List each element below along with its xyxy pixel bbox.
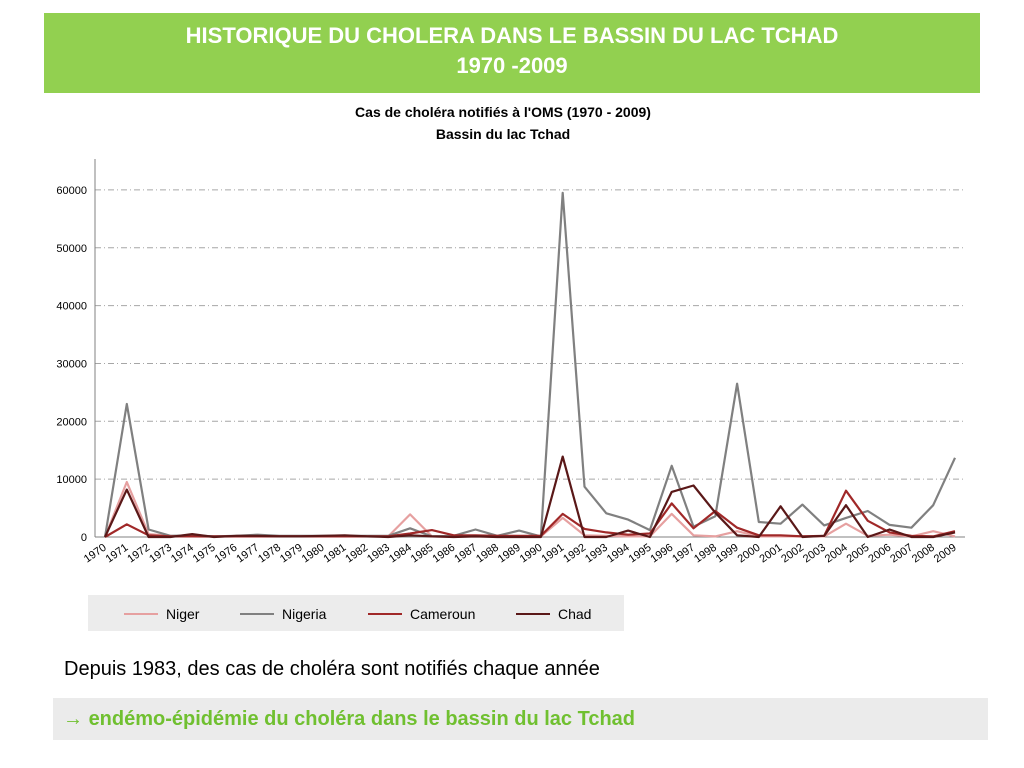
cholera-line-chart: Cas de choléra notifiés à l'OMS (1970 - … (56, 104, 965, 566)
y-tick-label: 50000 (56, 243, 87, 255)
x-tick-label: 1970 (82, 542, 109, 566)
x-tick-label: 1976 (213, 542, 240, 566)
x-tick-label: 1993 (583, 542, 610, 566)
legend-swatch (516, 613, 550, 615)
conclusion-text: endémo-épidémie du choléra dans le bassi… (88, 708, 635, 730)
x-tick-label: 1986 (430, 542, 457, 566)
y-tick-label: 0 (81, 532, 87, 544)
x-tick-label: 1985 (409, 542, 436, 566)
x-tick-label: 1972 (125, 542, 152, 566)
y-tick-label: 10000 (56, 474, 87, 486)
x-tick-label: 1973 (147, 542, 174, 566)
x-tick-label: 1975 (191, 542, 218, 566)
x-tick-label: 1971 (104, 542, 131, 566)
x-tick-label: 1984 (387, 542, 414, 566)
conclusion-box: → endémo-épidémie du choléra dans le bas… (53, 698, 988, 740)
x-tick-label: 1983 (365, 542, 392, 566)
x-tick-label: 1997 (670, 542, 697, 566)
chart-title: Cas de choléra notifiés à l'OMS (1970 - … (355, 104, 651, 120)
legend-label: Cameroun (410, 606, 476, 622)
x-tick-label: 1990 (518, 542, 545, 566)
x-tick-label: 1998 (692, 542, 719, 566)
legend-item-chad: Chad (516, 606, 591, 622)
y-tick-label: 40000 (56, 301, 87, 313)
x-tick-label: 1988 (474, 542, 501, 566)
x-tick-label: 1995 (627, 542, 654, 566)
arrow-icon: → (63, 708, 83, 730)
x-tick-label: 2005 (845, 542, 872, 566)
x-tick-label: 2009 (932, 542, 959, 566)
title-line-2: 1970 -2009 (456, 53, 568, 78)
legend-item-niger: Niger (124, 606, 199, 622)
body-text: Depuis 1983, des cas de choléra sont not… (64, 658, 600, 680)
x-tick-label: 1974 (169, 542, 196, 566)
title-banner: HISTORIQUE DU CHOLERA DANS LE BASSIN DU … (44, 13, 980, 93)
legend-label: Nigeria (282, 606, 327, 622)
x-tick-label: 1991 (539, 542, 566, 566)
x-tick-label: 2000 (736, 542, 763, 566)
x-tick-label: 1977 (234, 542, 261, 566)
y-tick-label: 20000 (56, 416, 87, 428)
x-tick-label: 1999 (714, 542, 741, 566)
x-tick-label: 2007 (888, 542, 915, 566)
legend-item-cameroun: Cameroun (368, 606, 475, 622)
x-tick-label: 1981 (322, 542, 349, 566)
x-tick-label: 1979 (278, 542, 305, 566)
legend-swatch (240, 613, 274, 615)
x-tick-label: 1987 (452, 542, 479, 566)
x-tick-label: 1980 (300, 542, 327, 566)
y-tick-label: 60000 (56, 185, 87, 197)
chart-subtitle: Bassin du lac Tchad (436, 126, 570, 142)
x-tick-label: 2004 (823, 542, 850, 566)
legend-label: Chad (558, 606, 592, 622)
x-tick-label: 2008 (910, 542, 937, 566)
x-tick-label: 1996 (648, 542, 675, 566)
legend-item-nigeria: Nigeria (240, 606, 326, 622)
x-tick-label: 1992 (561, 542, 588, 566)
x-tick-label: 1982 (343, 542, 370, 566)
x-tick-label: 1989 (496, 542, 523, 566)
x-tick-label: 1994 (605, 542, 632, 566)
x-tick-label: 2003 (801, 542, 828, 566)
y-tick-label: 30000 (56, 358, 87, 370)
legend-swatch (124, 613, 158, 615)
chart-legend: Niger Nigeria Cameroun Chad (88, 595, 624, 631)
x-tick-label: 2001 (757, 542, 784, 566)
x-tick-label: 2006 (866, 542, 893, 566)
legend-label: Niger (166, 606, 200, 622)
x-tick-label: 1978 (256, 542, 283, 566)
x-tick-label: 2002 (779, 542, 806, 566)
legend-swatch (368, 613, 402, 615)
series-line-chad (104, 455, 956, 539)
title-line-1: HISTORIQUE DU CHOLERA DANS LE BASSIN DU … (185, 23, 839, 48)
series-line-nigeria (103, 191, 956, 538)
